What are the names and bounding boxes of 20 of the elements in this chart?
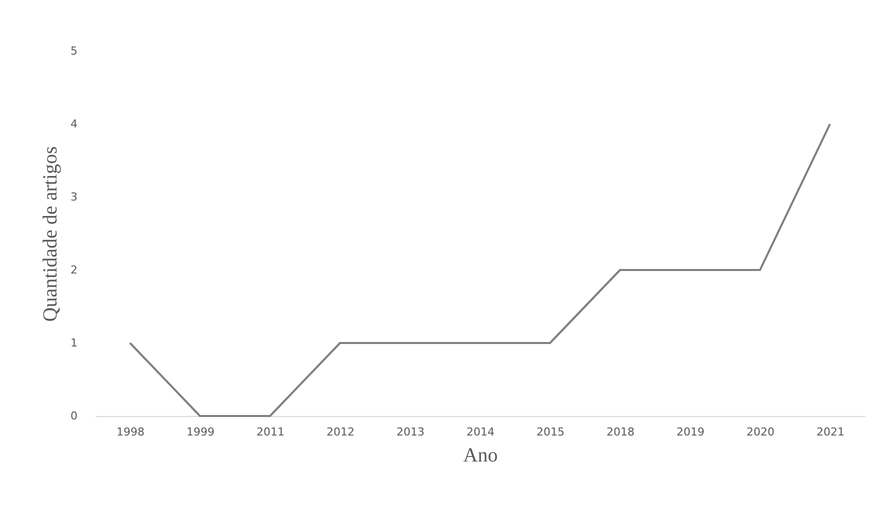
x-tick-label: 2014: [466, 426, 494, 438]
y-tick-label: 5: [70, 44, 78, 58]
x-axis-title: Ano: [463, 444, 498, 466]
y-tick-label: 2: [70, 264, 78, 276]
x-tick-label: 2021: [816, 426, 844, 438]
x-tick-label: 2011: [256, 426, 284, 438]
x-tick-label: 2020: [746, 426, 774, 438]
x-tick-label: 2013: [396, 426, 424, 438]
y-tick-label: 4: [70, 118, 78, 130]
y-tick-label: 0: [70, 410, 78, 422]
x-tick-label: 2018: [606, 426, 634, 438]
x-tick-label: 1998: [116, 426, 144, 438]
y-tick-label: 1: [70, 336, 78, 350]
x-tick-label: 2012: [326, 426, 354, 438]
x-tick-label: 2019: [676, 426, 704, 438]
y-axis-title: Quantidade de artigos: [40, 146, 62, 322]
line-series: [129, 123, 831, 417]
x-tick-label: 1999: [186, 426, 214, 438]
y-tick-label: 3: [70, 190, 78, 204]
x-tick-label: 2015: [536, 426, 564, 438]
